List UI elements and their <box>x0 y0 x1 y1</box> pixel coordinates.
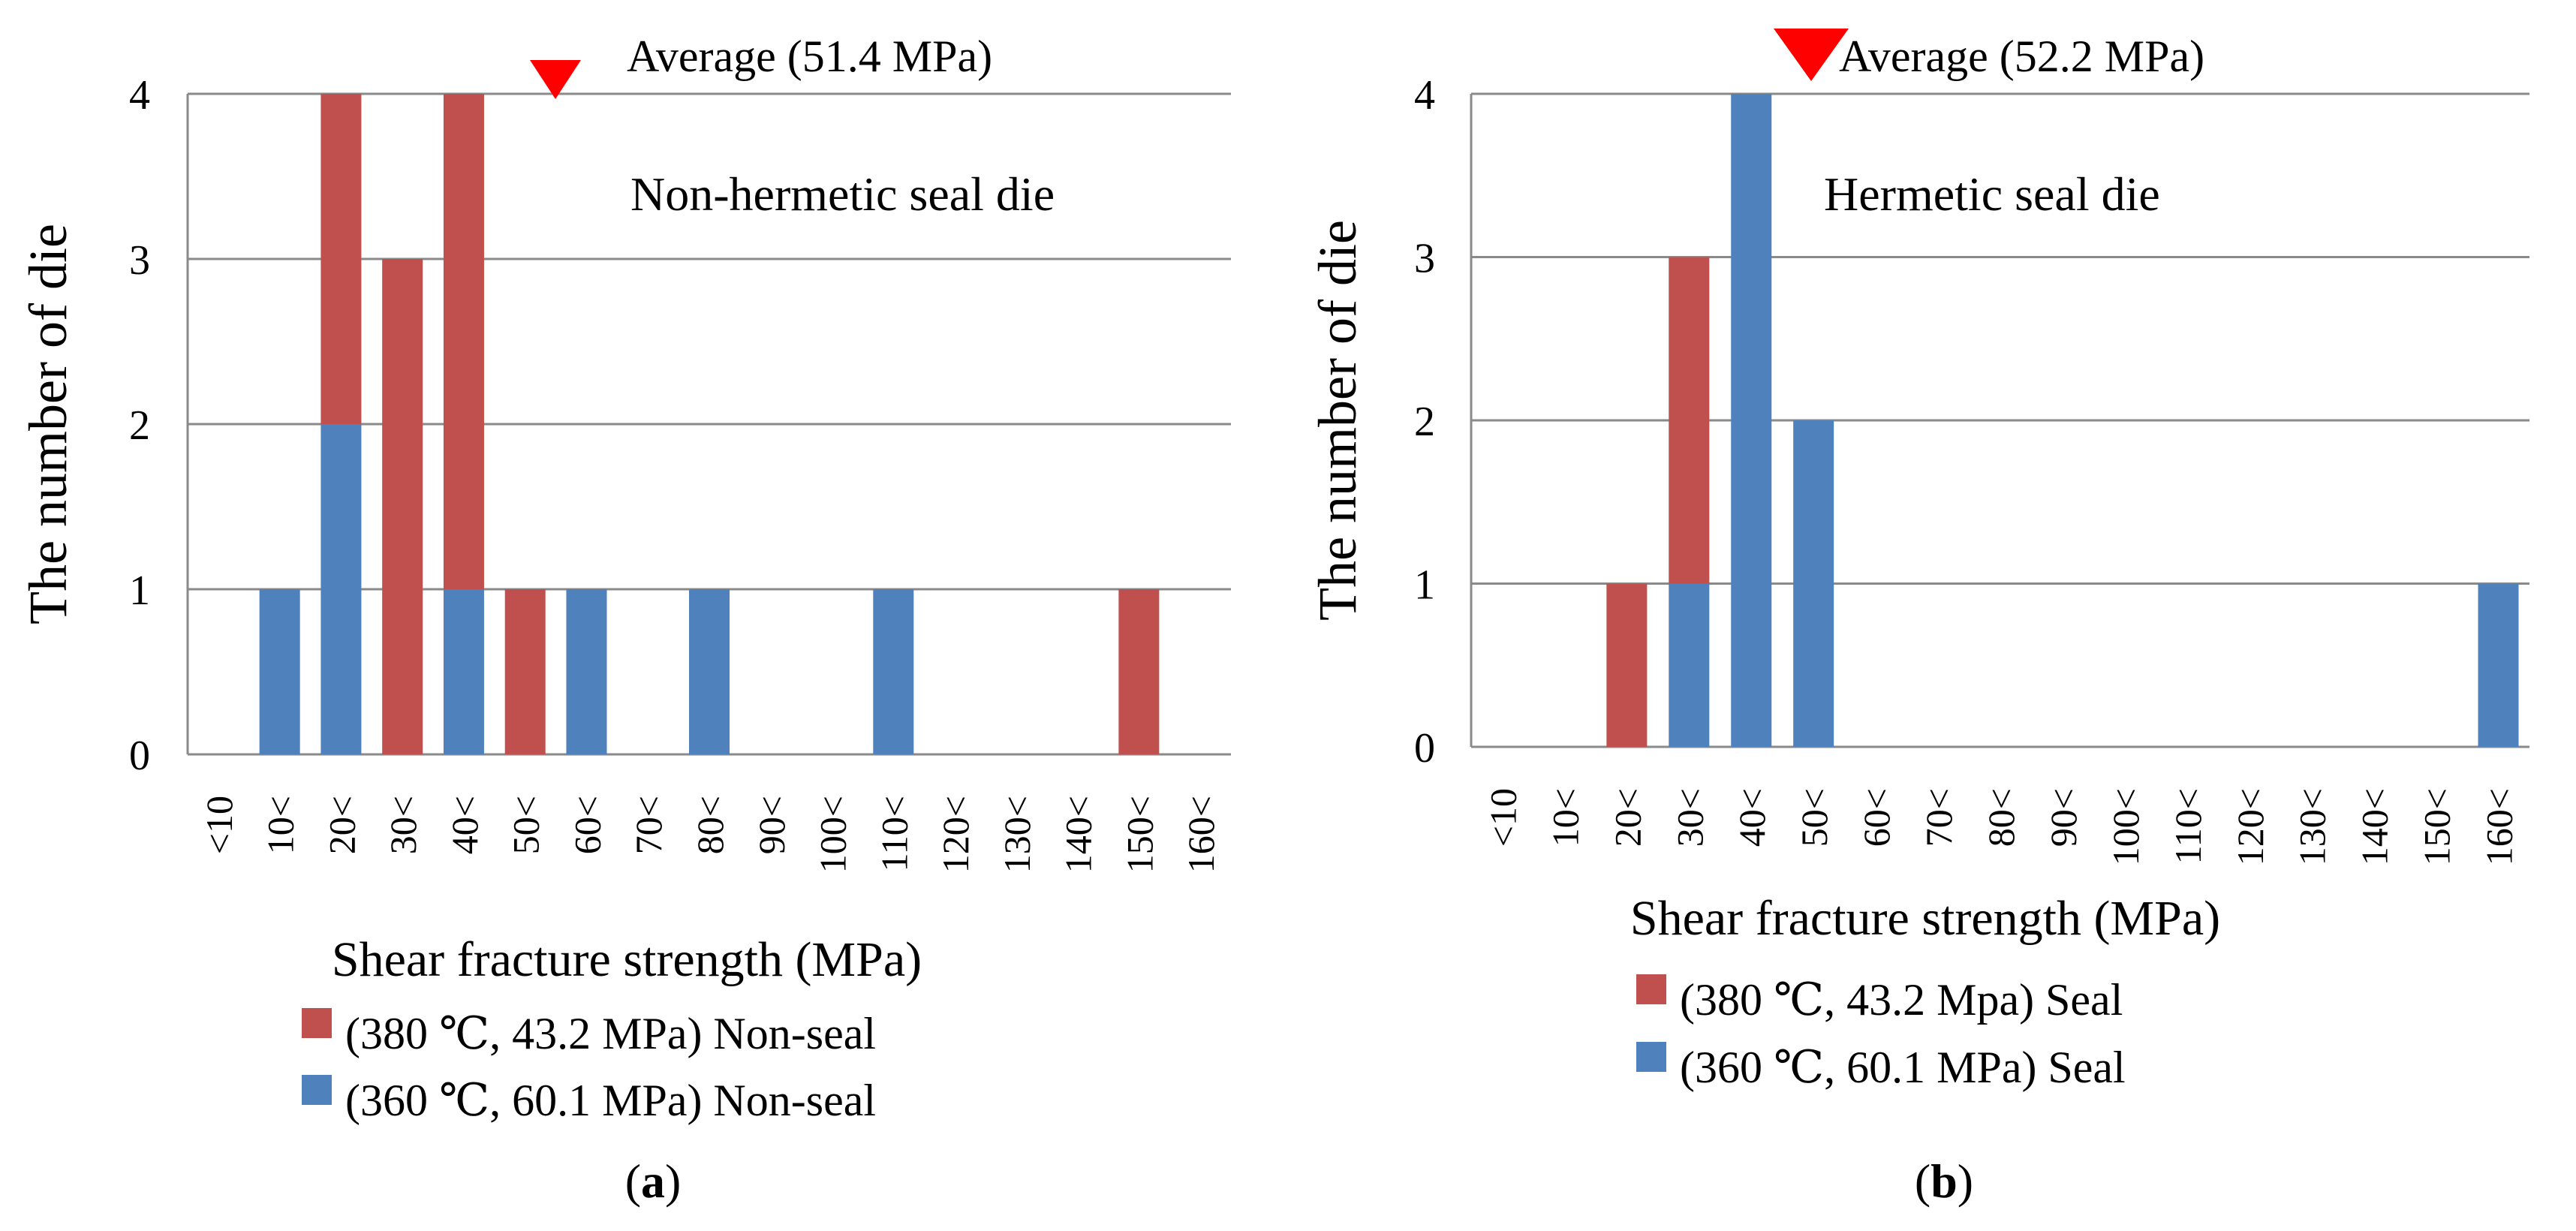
x-tick-label: 50< <box>1793 788 1835 847</box>
x-tick-label: 30< <box>1669 788 1711 847</box>
bar-series-360 <box>566 589 607 754</box>
bar-series-360 <box>689 589 730 754</box>
y-tick-label: 2 <box>1414 399 1435 445</box>
bar-series-360 <box>320 424 362 754</box>
bar-series-360 <box>1669 583 1710 747</box>
panel-label: (a) <box>625 1154 682 1208</box>
x-tick-label: 100< <box>812 796 854 873</box>
average-label: Average (51.4 MPa) <box>627 32 992 81</box>
x-tick-label: 90< <box>751 796 793 854</box>
legend-swatch <box>1636 1042 1666 1072</box>
panel-label-paren-close: ) <box>1958 1154 1973 1208</box>
bar-series-380 <box>382 259 423 754</box>
x-tick-label: 130< <box>996 796 1038 873</box>
legend-swatch <box>1636 974 1666 1004</box>
x-tick-label: <10 <box>198 796 240 854</box>
bar-series-360 <box>443 589 484 754</box>
bar-series-360 <box>1731 94 1772 747</box>
legend-entry: (360 ℃, 60.1 MPa) Non-seal <box>345 1076 876 1125</box>
bar-series-380 <box>1669 257 1710 584</box>
panel-label-letter: a <box>641 1154 665 1208</box>
bar-series-380 <box>504 589 546 754</box>
x-tick-label: 20< <box>320 796 363 854</box>
y-tick-label: 1 <box>1414 562 1435 609</box>
chart-panel-a: 0 1 2 3 4 <10 10< 20< 30< 40< 50< 60< 70< 80< 90< 100< 1… <box>18 32 1231 1208</box>
x-tick-label: 50< <box>505 796 547 854</box>
bar-series-380 <box>320 94 362 424</box>
x-tick-label: 120< <box>2229 788 2271 865</box>
average-marker-icon <box>1774 29 1849 81</box>
x-axis-label: Shear fracture strength (MPa) <box>332 932 922 987</box>
legend-entry: (360 ℃, 60.1 MPa) Seal <box>1680 1043 2126 1092</box>
y-tick-label: 4 <box>1414 72 1435 119</box>
average-label: Average (52.2 MPa) <box>1839 32 2204 81</box>
bar-series-360 <box>1793 420 1834 747</box>
x-tick-label: 160< <box>2478 788 2520 865</box>
panel-label-paren-close: ) <box>665 1154 681 1208</box>
x-tick-label: 110< <box>2167 788 2209 864</box>
bar-series-360 <box>259 589 300 754</box>
x-tick-label: 110< <box>873 796 915 871</box>
x-tick-label: 60< <box>1855 788 1897 847</box>
legend-swatch <box>302 1075 332 1105</box>
x-tick-label: 130< <box>2292 788 2334 865</box>
x-tick-label: <10 <box>1482 788 1524 847</box>
y-tick-label: 3 <box>129 237 150 284</box>
x-tick-label: 80< <box>689 796 731 854</box>
average-marker-icon <box>530 60 581 99</box>
x-tick-label: 70< <box>627 796 670 854</box>
y-tick-label: 1 <box>129 567 150 614</box>
x-tick-label: 140< <box>1058 796 1100 873</box>
bar-series-380 <box>1118 589 1160 754</box>
y-axis-label: The number of die <box>1308 220 1368 621</box>
chart-title: Hermetic seal die <box>1824 167 2160 221</box>
x-tick-label: 150< <box>1118 796 1160 873</box>
x-tick-label: 80< <box>1980 788 2022 847</box>
legend-entry: (380 ℃, 43.2 Mpa) Seal <box>1680 975 2123 1025</box>
x-axis-label: Shear fracture strength (MPa) <box>1630 891 2220 946</box>
panel-label: (b) <box>1915 1154 1973 1208</box>
y-tick-label: 0 <box>1414 725 1435 772</box>
y-tick-label: 3 <box>1414 236 1435 282</box>
y-tick-label: 0 <box>129 733 150 779</box>
legend-entry: (380 ℃, 43.2 MPa) Non-seal <box>345 1009 876 1058</box>
x-tick-label: 40< <box>444 796 486 854</box>
chart-panel-b: 0 1 2 3 4 <10 10< 20< 30< 40< 50< 60< 70< 80< 90< 100< 1… <box>1308 29 2529 1208</box>
bar-series-360 <box>2478 583 2519 747</box>
panel-label-paren-open: ( <box>1915 1154 1930 1208</box>
chart-title: Non-hermetic seal die <box>630 167 1055 221</box>
y-tick-label: 4 <box>129 72 150 119</box>
x-tick-label: 30< <box>382 796 424 854</box>
x-tick-label: 70< <box>1918 788 1960 847</box>
y-axis-label: The number of die <box>18 224 78 625</box>
x-tick-label: 40< <box>1731 788 1773 847</box>
x-tick-label: 90< <box>2042 788 2084 847</box>
bar-series-380 <box>443 94 484 589</box>
x-tick-label: 20< <box>1606 788 1648 847</box>
x-tick-label: 10< <box>260 796 302 854</box>
bar-series-360 <box>873 589 914 754</box>
x-tick-label: 100< <box>2105 788 2147 865</box>
bar-series-380 <box>1606 583 1648 747</box>
x-tick-label: 140< <box>2354 788 2396 865</box>
panel-label-letter: b <box>1930 1154 1958 1208</box>
x-tick-label: 10< <box>1544 788 1586 847</box>
x-tick-label: 120< <box>934 796 977 873</box>
x-tick-label: 60< <box>566 796 608 854</box>
y-tick-label: 2 <box>129 402 150 449</box>
x-tick-label: 150< <box>2416 788 2458 865</box>
panel-label-paren-open: ( <box>625 1154 641 1208</box>
legend-swatch <box>302 1008 332 1038</box>
x-tick-label: 160< <box>1180 796 1222 873</box>
